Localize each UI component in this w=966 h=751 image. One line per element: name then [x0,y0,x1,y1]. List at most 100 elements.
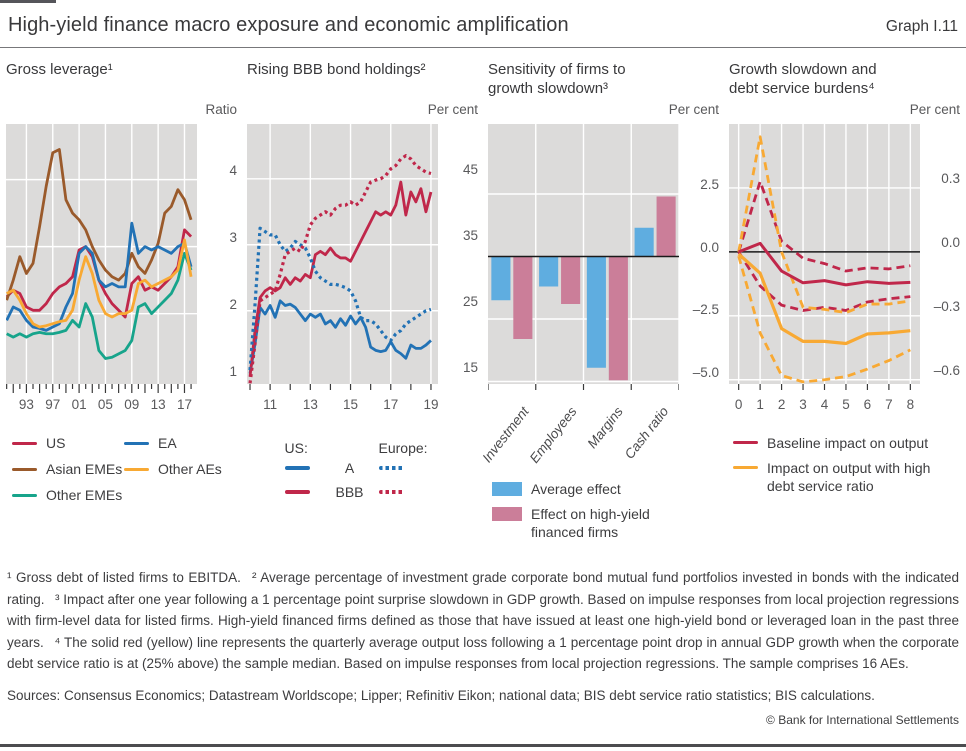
y-axis-labels: 2.5 0.0 –2.5 –5.0 [679,124,719,396]
x-tick-label: 11 [263,397,278,412]
x-tick-label: 3 [799,397,807,412]
legend-item-baseline: Baseline impact on output [733,434,960,452]
x-axis-labels: 93 97 01 05 09 13 17 [6,396,237,418]
us-line-swatch [12,441,37,446]
legend-item-us: US [12,434,124,452]
y-axis-labels: 15 25 35 45 [438,124,478,396]
y-tick-label: 3 [229,229,237,245]
x-tick-label: 5 [842,397,850,412]
legend-item-other-aes: Other AEs [124,460,236,478]
x-tick-label: 7 [885,397,893,412]
panel-gross-leverage: Gross leverage¹ Ratio 1 2 3 4 93 97 01 05 09 13 1… [5,60,237,541]
panel-bbb-holdings: Rising BBB bond holdings² Per cent 15 25 3… [247,60,478,541]
x-tick-label: 17 [383,397,399,412]
panel-firm-sensitivity: Sensitivity of firms to growth slowdown³… [480,60,719,541]
legend-item-asian-emes: Asian EMEs [12,460,124,478]
category-label: Investment [479,404,533,466]
y-tick-label: 2 [229,296,237,312]
x-tick-label: 1 [756,397,764,412]
y-tick-label: 25 [462,293,478,309]
y-axis-unit: Ratio [205,102,237,117]
y-tick-label: –0.6 [933,362,960,378]
x-tick-label: 09 [124,397,140,412]
x-tick-label: 0 [734,397,743,412]
legend-us-header: US: [284,440,308,456]
y-tick-label: 45 [462,161,478,177]
europe-bbb-dotted-swatch [378,490,404,494]
highyield-effect-swatch [492,507,522,521]
y-tick-label: 4 [229,162,237,178]
category-label: Margins [584,404,626,452]
graph-number: Graph I.11 [885,18,958,35]
x-tick-label: 05 [97,397,113,412]
legend-bbb-holdings: US: Europe: A BBB [247,434,478,504]
copyright-notice: © Bank for International Settlements [766,712,959,727]
y-axis-labels: 0.3 0.0 –0.3 –0.6 [920,124,960,396]
x-tick-label: 13 [150,397,166,412]
x-tick-label: 8 [906,397,915,412]
us-bbb-line-swatch [284,490,310,494]
panel-title: Gross leverage¹ [6,61,113,78]
x-tick-label: 2 [777,397,786,412]
ea-line-swatch [124,441,149,446]
x-tick-label: 17 [176,397,192,412]
footnotes: ¹ Gross debt of listed firms to EBITDA. … [7,570,959,671]
x-tick-label: 97 [45,397,61,412]
legend-item-ea: EA [124,434,236,452]
y-axis-unit: Per cent [427,102,478,117]
category-label: Cash ratio [622,404,672,462]
x-axis-labels: 11 13 15 17 19 [247,396,478,418]
y-tick-label: 2.5 [700,177,719,192]
header-rule [0,47,966,48]
panel-debt-service: Growth slowdown and debt service burdens… [729,60,960,541]
x-tick-label: 15 [343,397,359,412]
y-axis-unit: Per cent [668,102,719,117]
x-tick-label: 93 [18,397,34,412]
europe-a-dotted-swatch [378,466,404,470]
legend-debt-service: Baseline impact on output Impact on outp… [729,434,960,495]
bottom-rule [0,744,966,747]
category-label: Employees [527,404,581,466]
y-tick-label: –0.3 [933,298,960,314]
legend-item-highyield-effect: Effect on high-yield financed firms [492,505,719,541]
category-labels: Investment Employees Margins Cash ratio [480,396,719,476]
x-tick-label: 19 [423,397,439,412]
legend-item-average-effect: Average effect [492,480,719,498]
y-tick-label: –2.5 [692,302,719,317]
legend-firm-sensitivity: Average effect Effect on high-yield fina… [488,480,719,541]
page-title: High-yield finance macro exposure and ec… [8,14,569,36]
legend-gross-leverage: US EA Asian EMEs Other AEs Other EMEs [6,434,237,504]
legend-item-high-dsr: Impact on output with high debt service … [733,459,960,495]
asian-emes-line-swatch [12,467,37,472]
legend-item-other-emes: Other EMEs [12,486,124,504]
y-tick-label: 0.0 [941,234,960,250]
x-tick-label: 01 [71,397,87,412]
y-tick-label: 15 [462,359,478,375]
y-tick-label: 1 [229,363,237,379]
sources-line: Sources: Consensus Economics; Datastream… [7,687,875,703]
legend-europe-header: Europe: [378,440,428,456]
baseline-line-swatch [733,441,758,445]
average-effect-swatch [492,482,522,496]
legend-row-bbb: BBB [284,480,435,504]
y-tick-label: –5.0 [692,364,719,380]
panel-title: Sensitivity of firms to growth slowdown³ [488,61,626,97]
panel-title: Rising BBB bond holdings² [247,61,426,78]
legend-row-a: A [284,456,435,480]
x-tick-label: 4 [820,397,829,412]
chart-bbb-holdings [247,124,438,396]
other-emes-line-swatch [12,493,37,498]
y-axis-labels: 1 2 3 4 [197,124,237,396]
top-accent-bar [0,0,56,3]
high-dsr-line-swatch [733,466,758,470]
chart-gross-leverage [5,124,197,396]
x-tick-label: 6 [863,397,872,412]
y-tick-label: 0.3 [941,170,960,186]
y-axis-unit: Per cent [909,102,960,117]
y-tick-label: 35 [462,227,478,243]
chart-debt-service [729,124,920,396]
y-tick-label: 0.0 [700,239,719,255]
header: High-yield finance macro exposure and ec… [0,0,966,37]
us-a-line-swatch [284,466,310,470]
